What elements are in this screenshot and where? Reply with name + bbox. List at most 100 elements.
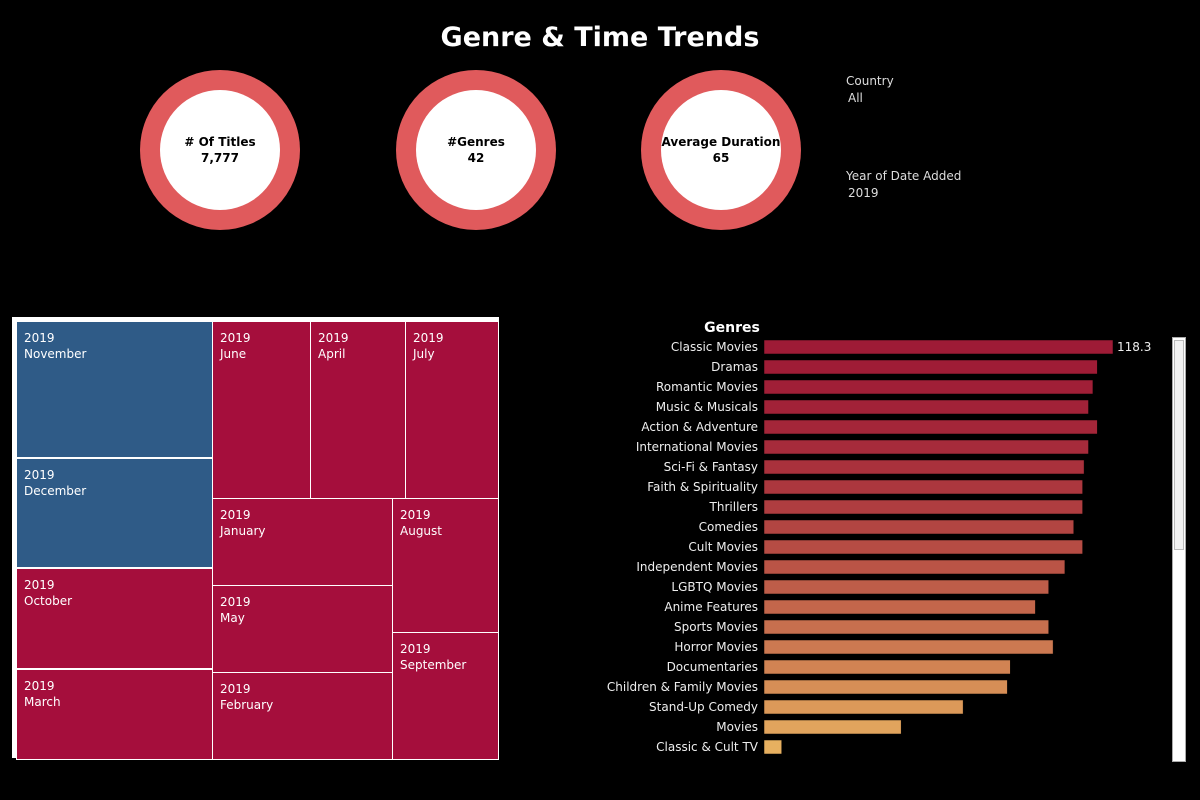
genre-bar[interactable]	[763, 699, 964, 715]
treemap-tile-february[interactable]: 2019 February	[212, 672, 393, 760]
genre-label: Movies	[716, 720, 758, 734]
tile-year: 2019	[220, 595, 251, 609]
tile-month: October	[24, 594, 73, 608]
genre-label: Dramas	[711, 360, 758, 374]
genre-bar[interactable]	[763, 659, 1011, 675]
tile-year: 2019	[220, 508, 251, 522]
genre-bar[interactable]	[763, 459, 1085, 475]
tile-month: December	[24, 484, 87, 498]
genre-bar[interactable]	[763, 739, 782, 755]
genre-label: Music & Musicals	[656, 400, 758, 414]
genres-scrollbar[interactable]	[1172, 337, 1186, 762]
tile-year: 2019	[400, 642, 431, 656]
genre-bar[interactable]	[763, 559, 1066, 575]
month-treemap: 2019 November 2019 December 2019 October…	[12, 317, 499, 760]
genre-label: Faith & Spirituality	[647, 480, 758, 494]
tile-month: July	[413, 347, 435, 361]
tile-year: 2019	[400, 508, 431, 522]
tile-month: April	[318, 347, 346, 361]
treemap-tile-october[interactable]: 2019 October	[16, 568, 213, 669]
genre-bar[interactable]	[763, 499, 1083, 515]
dashboard-title: Genre & Time Trends	[440, 22, 760, 53]
genre-bar[interactable]	[763, 479, 1083, 495]
genre-label: Sci-Fi & Fantasy	[664, 460, 758, 474]
genre-label: Sports Movies	[674, 620, 758, 634]
genre-bar[interactable]	[763, 419, 1098, 435]
tile-month: May	[220, 611, 245, 625]
kpi-genres: #Genres 42	[416, 90, 536, 210]
genre-bar[interactable]	[763, 399, 1089, 415]
bar-data-label: 118.3	[1117, 340, 1151, 354]
treemap-tile-june[interactable]: 2019 June	[212, 321, 311, 499]
genre-bar[interactable]	[763, 359, 1098, 375]
tile-year: 2019	[413, 331, 444, 345]
genre-bar[interactable]	[763, 619, 1049, 635]
genre-label: Children & Family Movies	[607, 680, 758, 694]
kpi-duration-value: 65	[712, 151, 730, 165]
genre-label: Action & Adventure	[641, 420, 758, 434]
country-filter-value[interactable]: All	[848, 91, 863, 105]
genre-label: Thrillers	[709, 500, 758, 514]
treemap-tile-january[interactable]: 2019 January	[212, 498, 393, 586]
genre-label: Horror Movies	[674, 640, 758, 654]
kpi-duration-label: Average Duration	[661, 135, 781, 149]
kpi-titles-value: 7,777	[201, 151, 239, 165]
country-filter-label: Country	[846, 74, 894, 88]
genre-label: Classic & Cult TV	[656, 740, 759, 754]
kpi-titles: # Of Titles 7,777	[160, 90, 280, 210]
genre-bar[interactable]	[763, 339, 1114, 355]
genre-bar[interactable]	[763, 639, 1054, 655]
tile-year: 2019	[24, 578, 55, 592]
tile-month: November	[24, 347, 87, 361]
tile-month: September	[400, 658, 467, 672]
treemap-tile-december[interactable]: 2019 December	[16, 458, 213, 568]
tile-month: August	[400, 524, 442, 538]
genre-bar[interactable]	[763, 379, 1094, 395]
genre-label: Independent Movies	[636, 560, 758, 574]
tile-year: 2019	[318, 331, 349, 345]
kpi-titles-ring: # Of Titles 7,777	[140, 70, 300, 230]
genre-bar[interactable]	[763, 539, 1083, 555]
genre-label: Classic Movies	[671, 340, 758, 354]
genres-chart-title: Genres	[704, 320, 760, 336]
genre-bar[interactable]	[763, 579, 1049, 595]
genre-label: International Movies	[636, 440, 758, 454]
tile-year: 2019	[24, 679, 55, 693]
year-filter-value[interactable]: 2019	[848, 186, 879, 200]
genre-label: Documentaries	[667, 660, 758, 674]
genre-bar[interactable]	[763, 719, 902, 735]
tile-year: 2019	[24, 331, 55, 345]
genre-bar[interactable]	[763, 439, 1089, 455]
tile-year: 2019	[220, 331, 251, 345]
treemap-tile-july[interactable]: 2019 July	[405, 321, 499, 499]
treemap-tile-may[interactable]: 2019 May	[212, 585, 393, 673]
tile-year: 2019	[220, 682, 251, 696]
genre-label: Anime Features	[664, 600, 758, 614]
genre-label: Romantic Movies	[656, 380, 758, 394]
tile-month: March	[24, 695, 61, 709]
genre-label: Stand-Up Comedy	[649, 700, 758, 714]
kpi-genres-value: 42	[467, 151, 485, 165]
kpi-duration: Average Duration 65	[661, 90, 781, 210]
genre-bar[interactable]	[763, 599, 1036, 615]
year-filter-label: Year of Date Added	[846, 169, 962, 183]
treemap-tile-march[interactable]: 2019 March	[16, 669, 213, 760]
genre-bar[interactable]	[763, 679, 1008, 695]
genre-label: Comedies	[699, 520, 758, 534]
kpi-genres-label: #Genres	[447, 135, 505, 149]
treemap-tile-august[interactable]: 2019 August	[392, 498, 499, 633]
kpi-duration-ring: Average Duration 65	[641, 70, 801, 230]
tile-month: June	[220, 347, 247, 361]
treemap-tile-april[interactable]: 2019 April	[310, 321, 406, 499]
kpi-titles-label: # Of Titles	[184, 135, 256, 149]
genre-label: Cult Movies	[688, 540, 758, 554]
treemap-tile-november[interactable]: 2019 November	[16, 321, 213, 458]
tile-year: 2019	[24, 468, 55, 482]
genres-scrollbar-thumb[interactable]	[1174, 340, 1184, 550]
genre-label: LGBTQ Movies	[671, 580, 758, 594]
treemap-tile-september[interactable]: 2019 September	[392, 632, 499, 760]
kpi-genres-ring: #Genres 42	[396, 70, 556, 230]
tile-month: February	[220, 698, 274, 712]
genre-bar[interactable]	[763, 519, 1075, 535]
